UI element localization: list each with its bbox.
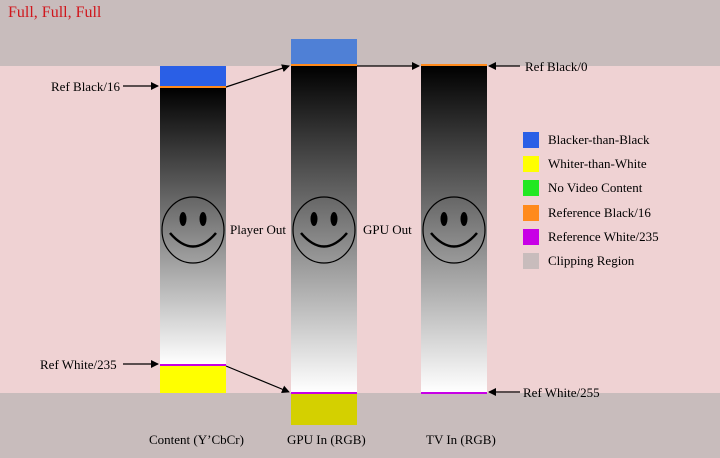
gpu-reference-white-line bbox=[291, 392, 357, 394]
content-video-gradient-bar bbox=[160, 88, 226, 364]
ref-white-235-label: Ref White/235 bbox=[40, 357, 117, 372]
page-title: Full, Full, Full bbox=[8, 4, 102, 21]
gpu-video-gradient-bar bbox=[291, 66, 357, 392]
legend-swatch bbox=[523, 229, 539, 245]
legend-label: Reference White/235 bbox=[548, 229, 659, 244]
valid-range-region bbox=[0, 66, 720, 393]
ref-black-16-label: Ref Black/16 bbox=[51, 79, 120, 94]
gpu-in-column-label: GPU In (RGB) bbox=[287, 432, 366, 447]
tv-in-column-label: TV In (RGB) bbox=[426, 432, 496, 447]
content-whiter-than-white-block bbox=[160, 366, 226, 393]
gpu-smiley-face-icon bbox=[292, 196, 356, 264]
content-blacker-than-black-block bbox=[160, 66, 226, 86]
content-column-label: Content (Y’CbCr) bbox=[149, 432, 244, 447]
legend-label: Blacker-than-Black bbox=[548, 132, 650, 147]
ref-white-255-label: Ref White/255 bbox=[523, 385, 600, 400]
content-smiley-face-icon bbox=[161, 196, 225, 264]
ref-black-0-label: Ref Black/0 bbox=[525, 59, 588, 74]
legend-swatch bbox=[523, 156, 539, 172]
content-reference-white-line bbox=[160, 364, 226, 366]
gpu-out-label: GPU Out bbox=[363, 222, 412, 237]
gpu-blacker-than-black-block bbox=[291, 39, 357, 65]
legend-label: Whiter-than-White bbox=[548, 156, 647, 171]
legend-label: Reference Black/16 bbox=[548, 205, 651, 220]
legend-label: No Video Content bbox=[548, 180, 643, 195]
tv-reference-black-line bbox=[421, 64, 487, 66]
legend-label: Clipping Region bbox=[548, 253, 635, 268]
clipping-region-bottom bbox=[0, 393, 720, 458]
legend-swatch bbox=[523, 253, 539, 269]
gpu-whiter-than-white-block bbox=[291, 394, 357, 425]
player-out-label: Player Out bbox=[230, 222, 286, 237]
legend-swatch bbox=[523, 180, 539, 196]
clipping-region-top bbox=[0, 0, 720, 66]
tv-video-gradient-bar bbox=[421, 66, 487, 392]
legend-swatch bbox=[523, 132, 539, 148]
tv-smiley-face-icon bbox=[422, 196, 486, 264]
content-reference-black-line bbox=[160, 86, 226, 88]
tv-reference-white-line bbox=[421, 392, 487, 394]
gpu-reference-black-line bbox=[291, 64, 357, 66]
black-mapping-arrow-1 bbox=[225, 64, 290, 88]
white-mapping-arrow-1 bbox=[225, 365, 290, 394]
legend-swatch bbox=[523, 205, 539, 221]
